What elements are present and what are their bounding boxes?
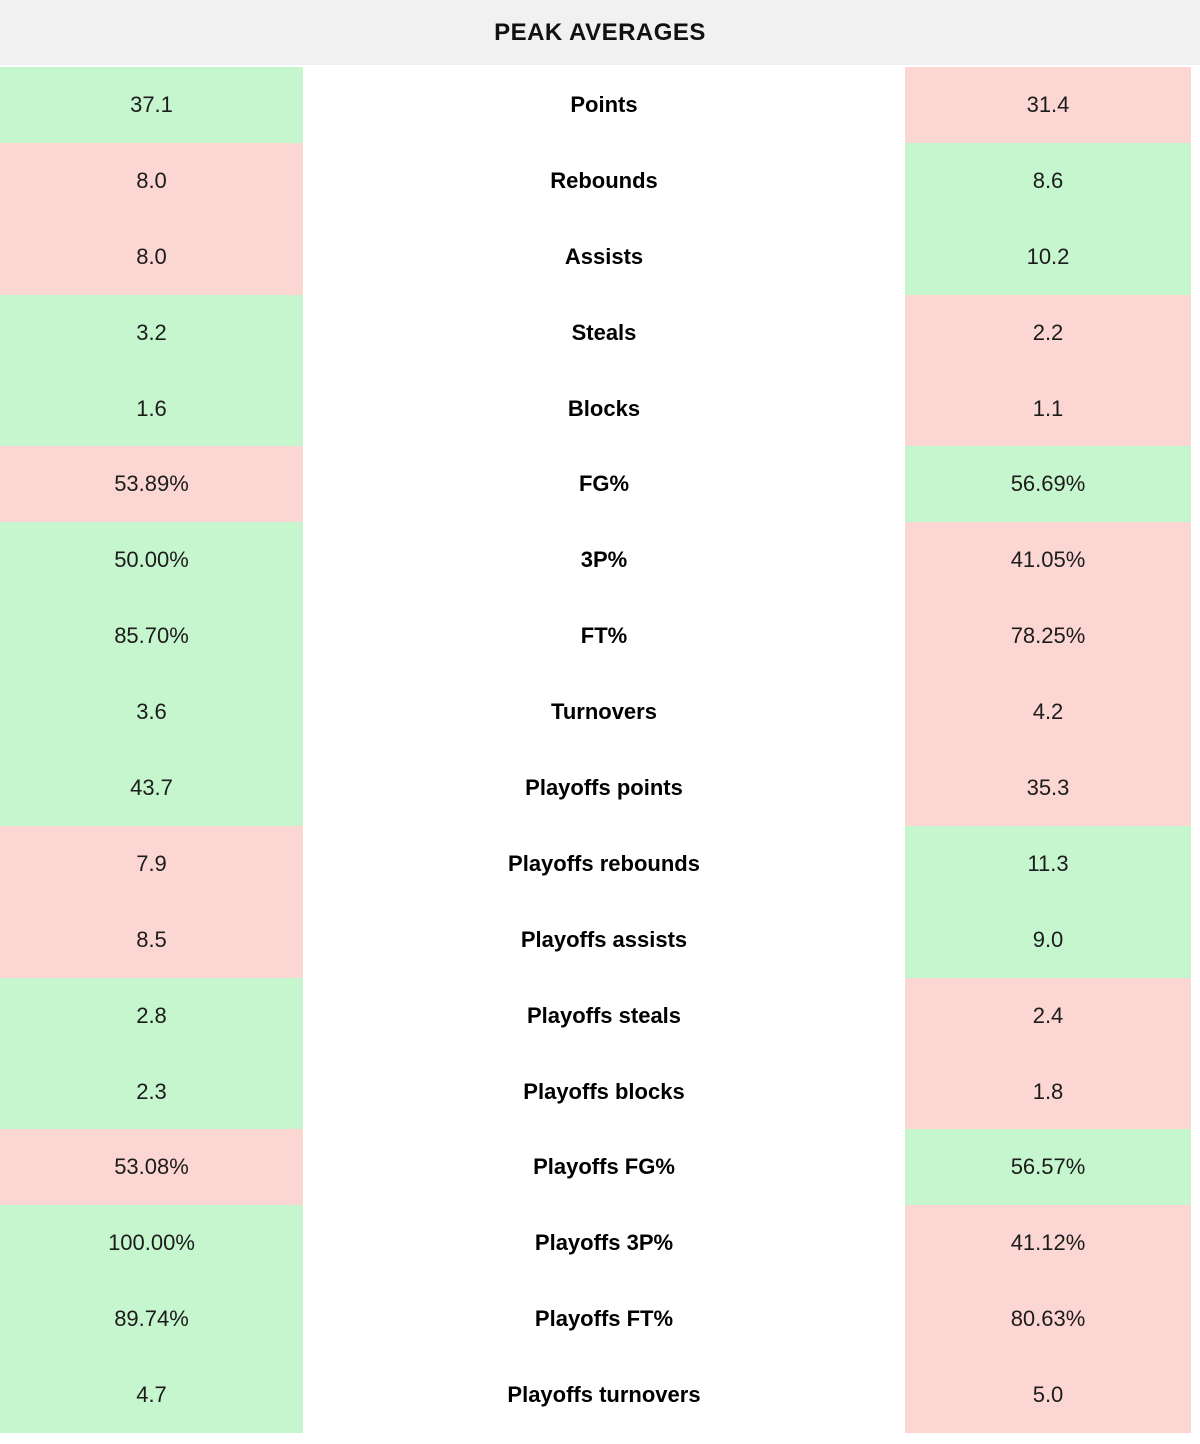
table-title: PEAK AVERAGES <box>494 18 706 46</box>
left-player-value-cell: 3.6 <box>0 674 303 751</box>
stat-label: Playoffs blocks <box>303 1053 905 1130</box>
stat-row: 100.00% Playoffs 3P% 41.12% <box>0 1205 1200 1282</box>
right-player-value-cell: 8.6 <box>905 142 1191 219</box>
left-player-value-cell: 89.74% <box>0 1281 303 1358</box>
stat-row: 1.6 Blocks 1.1 <box>0 370 1200 447</box>
left-player-value-cell: 100.00% <box>0 1205 303 1282</box>
stat-row: 50.00% 3P% 41.05% <box>0 522 1200 599</box>
stat-row: 89.74% Playoffs FT% 80.63% <box>0 1281 1200 1358</box>
right-player-value-cell: 2.2 <box>905 294 1191 371</box>
stat-label: Playoffs assists <box>303 901 905 978</box>
stat-row: 2.3 Playoffs blocks 1.8 <box>0 1053 1200 1130</box>
stat-row: 3.6 Turnovers 4.2 <box>0 674 1200 751</box>
stat-label: Assists <box>303 218 905 295</box>
right-player-value-cell: 1.1 <box>905 370 1191 447</box>
stat-row: 85.70% FT% 78.25% <box>0 598 1200 675</box>
right-player-value-cell: 5.0 <box>905 1357 1191 1434</box>
right-player-value-cell: 10.2 <box>905 218 1191 295</box>
stat-row: 4.7 Playoffs turnovers 5.0 <box>0 1357 1200 1434</box>
stat-label: Playoffs points <box>303 750 905 826</box>
stat-label: Playoffs 3P% <box>303 1205 905 1282</box>
left-player-value-cell: 8.0 <box>0 218 303 295</box>
right-player-value-cell: 31.4 <box>905 67 1191 143</box>
left-player-value-cell: 1.6 <box>0 370 303 447</box>
right-player-value-cell: 56.57% <box>905 1129 1191 1206</box>
left-player-value-cell: 8.5 <box>0 901 303 978</box>
left-player-value-cell: 2.8 <box>0 977 303 1054</box>
right-player-value-cell: 1.8 <box>905 1053 1191 1130</box>
stat-label: Playoffs rebounds <box>303 825 905 902</box>
left-player-value-cell: 53.08% <box>0 1129 303 1206</box>
stat-label: Points <box>303 67 905 143</box>
stat-label: Playoffs turnovers <box>303 1357 905 1434</box>
stat-row: 2.8 Playoffs steals 2.4 <box>0 977 1200 1054</box>
right-player-value-cell: 80.63% <box>905 1281 1191 1358</box>
left-player-value-cell: 43.7 <box>0 750 303 826</box>
stat-row: 7.9 Playoffs rebounds 11.3 <box>0 825 1200 902</box>
right-player-value-cell: 9.0 <box>905 901 1191 978</box>
right-player-value-cell: 2.4 <box>905 977 1191 1054</box>
right-player-value-cell: 4.2 <box>905 674 1191 751</box>
right-player-value-cell: 11.3 <box>905 825 1191 902</box>
stat-label: FT% <box>303 598 905 675</box>
stat-label: Turnovers <box>303 674 905 751</box>
stat-row: 43.7 Playoffs points 35.3 <box>0 750 1200 826</box>
stat-row: 3.2 Steals 2.2 <box>0 294 1200 371</box>
stat-rows-container: 37.1 Points 31.4 8.0 Rebounds 8.6 8.0 As… <box>0 67 1200 1434</box>
table-header: PEAK AVERAGES <box>0 0 1200 65</box>
stat-row: 8.0 Assists 10.2 <box>0 218 1200 295</box>
stat-label: Playoffs FT% <box>303 1281 905 1358</box>
stat-label: Steals <box>303 294 905 371</box>
left-player-value-cell: 4.7 <box>0 1357 303 1434</box>
stat-label: Blocks <box>303 370 905 447</box>
left-player-value-cell: 7.9 <box>0 825 303 902</box>
stat-row: 8.0 Rebounds 8.6 <box>0 142 1200 219</box>
left-player-value-cell: 2.3 <box>0 1053 303 1130</box>
stat-label: Playoffs steals <box>303 977 905 1054</box>
right-player-value-cell: 35.3 <box>905 750 1191 826</box>
left-player-value-cell: 8.0 <box>0 142 303 219</box>
stat-label: 3P% <box>303 522 905 599</box>
stat-label: FG% <box>303 446 905 523</box>
stat-label: Rebounds <box>303 142 905 219</box>
stat-row: 53.08% Playoffs FG% 56.57% <box>0 1129 1200 1206</box>
right-player-value-cell: 78.25% <box>905 598 1191 675</box>
right-player-value-cell: 41.05% <box>905 522 1191 599</box>
stat-row: 37.1 Points 31.4 <box>0 67 1200 143</box>
stat-row: 8.5 Playoffs assists 9.0 <box>0 901 1200 978</box>
stat-label: Playoffs FG% <box>303 1129 905 1206</box>
left-player-value-cell: 37.1 <box>0 67 303 143</box>
right-player-value-cell: 41.12% <box>905 1205 1191 1282</box>
left-player-value-cell: 3.2 <box>0 294 303 371</box>
left-player-value-cell: 85.70% <box>0 598 303 675</box>
right-player-value-cell: 56.69% <box>905 446 1191 523</box>
left-player-value-cell: 53.89% <box>0 446 303 523</box>
stat-row: 53.89% FG% 56.69% <box>0 446 1200 523</box>
left-player-value-cell: 50.00% <box>0 522 303 599</box>
